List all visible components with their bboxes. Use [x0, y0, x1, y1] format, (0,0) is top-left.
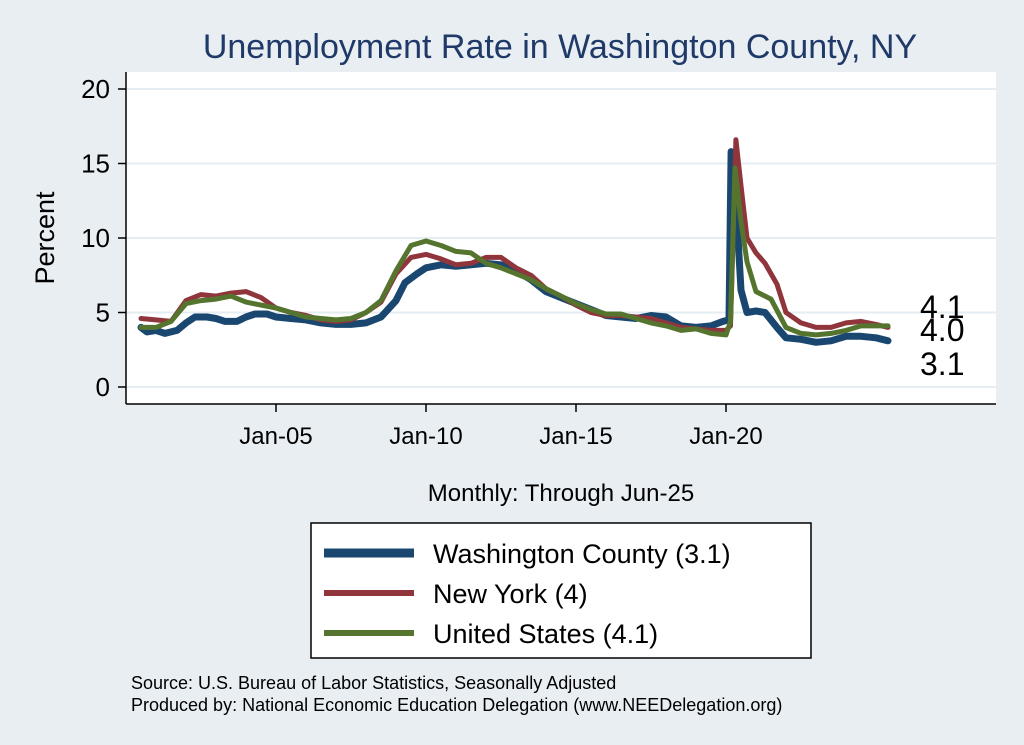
legend-entry-label: Washington County (3.1): [433, 539, 731, 569]
y-tick-label: 0: [96, 372, 110, 402]
x-axis-label: Monthly: Through Jun-25: [428, 480, 694, 507]
legend-entry-label: United States (4.1): [433, 619, 658, 649]
x-tick-label: Jan-20: [689, 423, 762, 450]
x-tick-label: Jan-15: [539, 423, 612, 450]
y-tick-label: 20: [81, 74, 110, 104]
series-lines: [137, 137, 892, 346]
y-tick-label: 10: [81, 223, 110, 253]
grid-lines: [126, 88, 996, 388]
x-tick-label: Jan-10: [389, 423, 462, 450]
end-value-label: 4.0: [920, 312, 964, 348]
y-axis-ticks: 0 5 10 15 20: [81, 74, 126, 402]
end-value-label: 3.1: [920, 346, 964, 382]
y-axis-label: Percent: [30, 191, 60, 285]
y-tick-label: 15: [81, 149, 110, 179]
series-line-washington-county: [137, 148, 892, 346]
footer-producer: Produced by: National Economic Education…: [131, 695, 782, 715]
legend-entry-label: New York (4): [433, 579, 588, 609]
x-axis-ticks: Jan-05 Jan-10 Jan-15 Jan-20: [239, 404, 763, 450]
footer-source: Source: U.S. Bureau of Labor Statistics,…: [131, 673, 616, 693]
legend: Washington County (3.1) New York (4) Unite…: [324, 539, 731, 649]
y-tick-label: 5: [96, 298, 110, 328]
end-value-label: 4.1: [920, 289, 964, 325]
chart-title: Unemployment Rate in Washington County, …: [203, 28, 917, 66]
end-value-labels: 3.14.04.1: [920, 289, 964, 382]
x-tick-label: Jan-05: [239, 423, 312, 450]
series-line-united-states: [138, 165, 891, 338]
